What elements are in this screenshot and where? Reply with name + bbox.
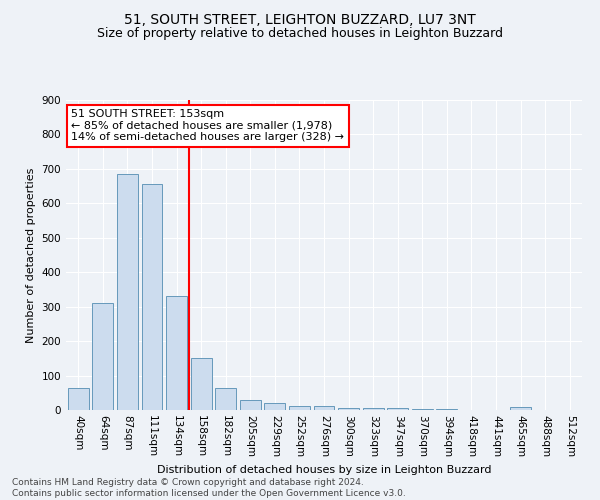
- Bar: [314, 406, 334, 410]
- Bar: [387, 408, 408, 410]
- Bar: [215, 388, 236, 410]
- Bar: [117, 174, 138, 410]
- Bar: [142, 184, 163, 410]
- Bar: [240, 400, 261, 410]
- Text: 51, SOUTH STREET, LEIGHTON BUZZARD, LU7 3NT: 51, SOUTH STREET, LEIGHTON BUZZARD, LU7 …: [124, 12, 476, 26]
- Bar: [68, 388, 89, 410]
- X-axis label: Distribution of detached houses by size in Leighton Buzzard: Distribution of detached houses by size …: [157, 466, 491, 475]
- Bar: [166, 296, 187, 410]
- Bar: [289, 406, 310, 410]
- Bar: [191, 358, 212, 410]
- Bar: [265, 403, 286, 410]
- Y-axis label: Number of detached properties: Number of detached properties: [26, 168, 36, 342]
- Text: Contains HM Land Registry data © Crown copyright and database right 2024.
Contai: Contains HM Land Registry data © Crown c…: [12, 478, 406, 498]
- Bar: [338, 408, 359, 410]
- Bar: [510, 406, 531, 410]
- Bar: [92, 303, 113, 410]
- Text: Size of property relative to detached houses in Leighton Buzzard: Size of property relative to detached ho…: [97, 28, 503, 40]
- Text: 51 SOUTH STREET: 153sqm
← 85% of detached houses are smaller (1,978)
14% of semi: 51 SOUTH STREET: 153sqm ← 85% of detache…: [71, 110, 344, 142]
- Bar: [362, 408, 383, 410]
